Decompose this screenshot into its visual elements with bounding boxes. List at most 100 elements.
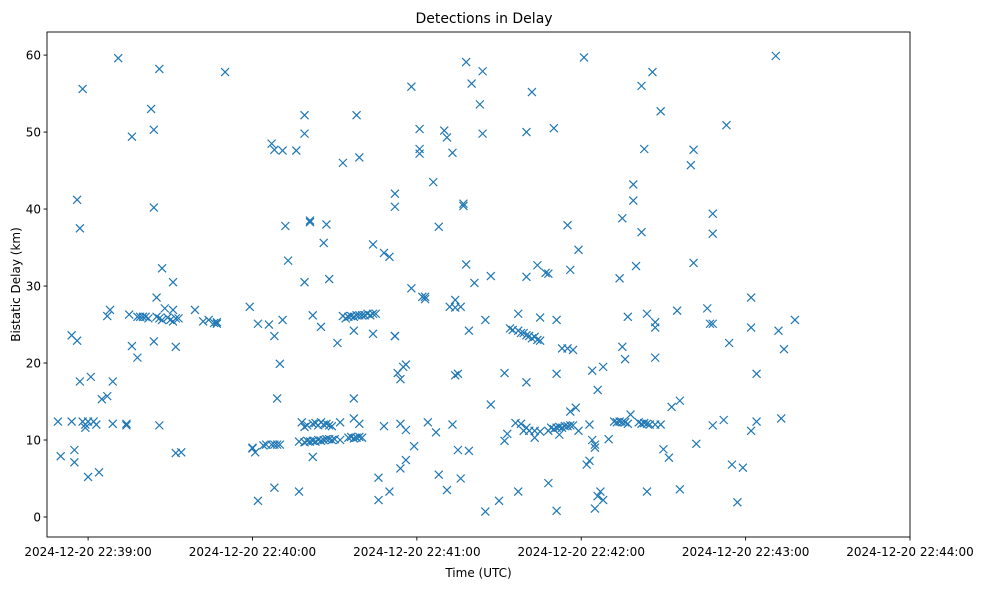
data-point bbox=[338, 158, 348, 168]
data-point bbox=[357, 433, 367, 443]
data-point bbox=[626, 410, 635, 420]
x-axis: 2024-12-20 22:39:00 2024-12-20 22:40:00 20… bbox=[24, 537, 974, 559]
data-point bbox=[708, 420, 718, 430]
data-point bbox=[639, 418, 649, 428]
y-axis-title: Bistatic Delay (km) bbox=[9, 227, 23, 342]
data-point bbox=[461, 260, 471, 269]
data-point bbox=[708, 209, 718, 219]
data-point bbox=[157, 315, 167, 325]
y-tick-label: 0 bbox=[33, 510, 41, 524]
data-point bbox=[486, 400, 496, 410]
data-point bbox=[420, 294, 430, 304]
data-point bbox=[541, 268, 551, 278]
data-point bbox=[278, 315, 288, 325]
y-tick-label: 40 bbox=[26, 202, 41, 216]
data-point bbox=[464, 326, 474, 336]
data-point bbox=[659, 444, 668, 454]
data-point bbox=[642, 419, 652, 429]
data-point bbox=[374, 495, 383, 505]
data-point bbox=[442, 133, 452, 142]
data-point bbox=[341, 313, 351, 323]
data-point bbox=[335, 417, 345, 427]
data-point bbox=[724, 338, 734, 348]
data-point bbox=[648, 67, 657, 77]
data-point bbox=[549, 123, 559, 133]
data-point bbox=[349, 312, 359, 322]
data-point bbox=[390, 202, 400, 212]
x-tick-label: 2024-12-20 22:44:00 bbox=[846, 545, 973, 559]
data-point bbox=[132, 353, 142, 363]
data-point bbox=[623, 419, 633, 429]
data-point bbox=[516, 419, 526, 429]
data-point bbox=[53, 417, 63, 426]
data-point bbox=[56, 451, 66, 461]
data-point bbox=[598, 495, 608, 505]
data-point bbox=[727, 460, 737, 470]
data-point bbox=[439, 126, 449, 135]
data-point bbox=[585, 456, 594, 466]
data-point bbox=[250, 447, 260, 457]
data-point bbox=[650, 353, 660, 363]
data-point bbox=[395, 464, 405, 473]
data-point bbox=[628, 196, 638, 206]
data-point bbox=[141, 312, 151, 322]
data-point bbox=[708, 319, 718, 329]
data-point bbox=[143, 313, 153, 323]
data-point bbox=[300, 129, 309, 139]
data-point bbox=[722, 120, 731, 130]
data-point bbox=[113, 53, 123, 63]
data-point bbox=[656, 420, 666, 430]
data-point bbox=[522, 377, 531, 387]
data-point bbox=[352, 110, 362, 120]
data-point bbox=[124, 310, 134, 319]
data-point bbox=[752, 369, 762, 379]
data-point bbox=[475, 99, 485, 109]
data-point bbox=[69, 445, 79, 455]
data-point bbox=[165, 315, 175, 325]
data-point bbox=[379, 248, 389, 258]
data-point bbox=[774, 326, 783, 336]
data-point bbox=[590, 443, 600, 453]
data-point bbox=[565, 407, 575, 416]
data-point bbox=[639, 144, 649, 154]
data-point bbox=[527, 333, 537, 343]
data-point bbox=[72, 195, 82, 205]
data-point bbox=[146, 104, 156, 114]
data-point bbox=[587, 366, 597, 376]
data-point bbox=[212, 317, 222, 327]
data-point bbox=[97, 394, 107, 404]
data-point bbox=[620, 354, 630, 364]
data-point bbox=[324, 420, 334, 430]
data-point bbox=[522, 272, 531, 282]
data-point bbox=[157, 263, 167, 273]
data-point bbox=[354, 153, 364, 162]
y-tick-label: 20 bbox=[26, 356, 41, 370]
data-point bbox=[656, 106, 666, 116]
data-point bbox=[308, 452, 318, 462]
data-point bbox=[385, 252, 394, 262]
data-point bbox=[552, 315, 562, 325]
data-point bbox=[154, 313, 164, 323]
data-point bbox=[149, 203, 159, 212]
data-point bbox=[401, 455, 411, 465]
data-point bbox=[746, 293, 756, 303]
data-point bbox=[480, 315, 490, 325]
data-point bbox=[83, 472, 93, 482]
data-point bbox=[102, 391, 112, 401]
data-point bbox=[738, 463, 748, 473]
data-point bbox=[248, 443, 257, 453]
data-point bbox=[385, 487, 394, 497]
data-point bbox=[322, 220, 331, 229]
data-point bbox=[615, 273, 625, 283]
data-point bbox=[689, 145, 698, 155]
data-point bbox=[160, 303, 170, 313]
data-point bbox=[478, 66, 488, 76]
data-point bbox=[67, 417, 77, 426]
data-point bbox=[349, 434, 359, 443]
data-point bbox=[275, 359, 285, 369]
data-point bbox=[415, 144, 425, 154]
y-tick-label: 50 bbox=[26, 125, 41, 139]
data-point bbox=[469, 278, 479, 288]
data-point bbox=[152, 293, 162, 303]
data-point bbox=[464, 446, 474, 456]
